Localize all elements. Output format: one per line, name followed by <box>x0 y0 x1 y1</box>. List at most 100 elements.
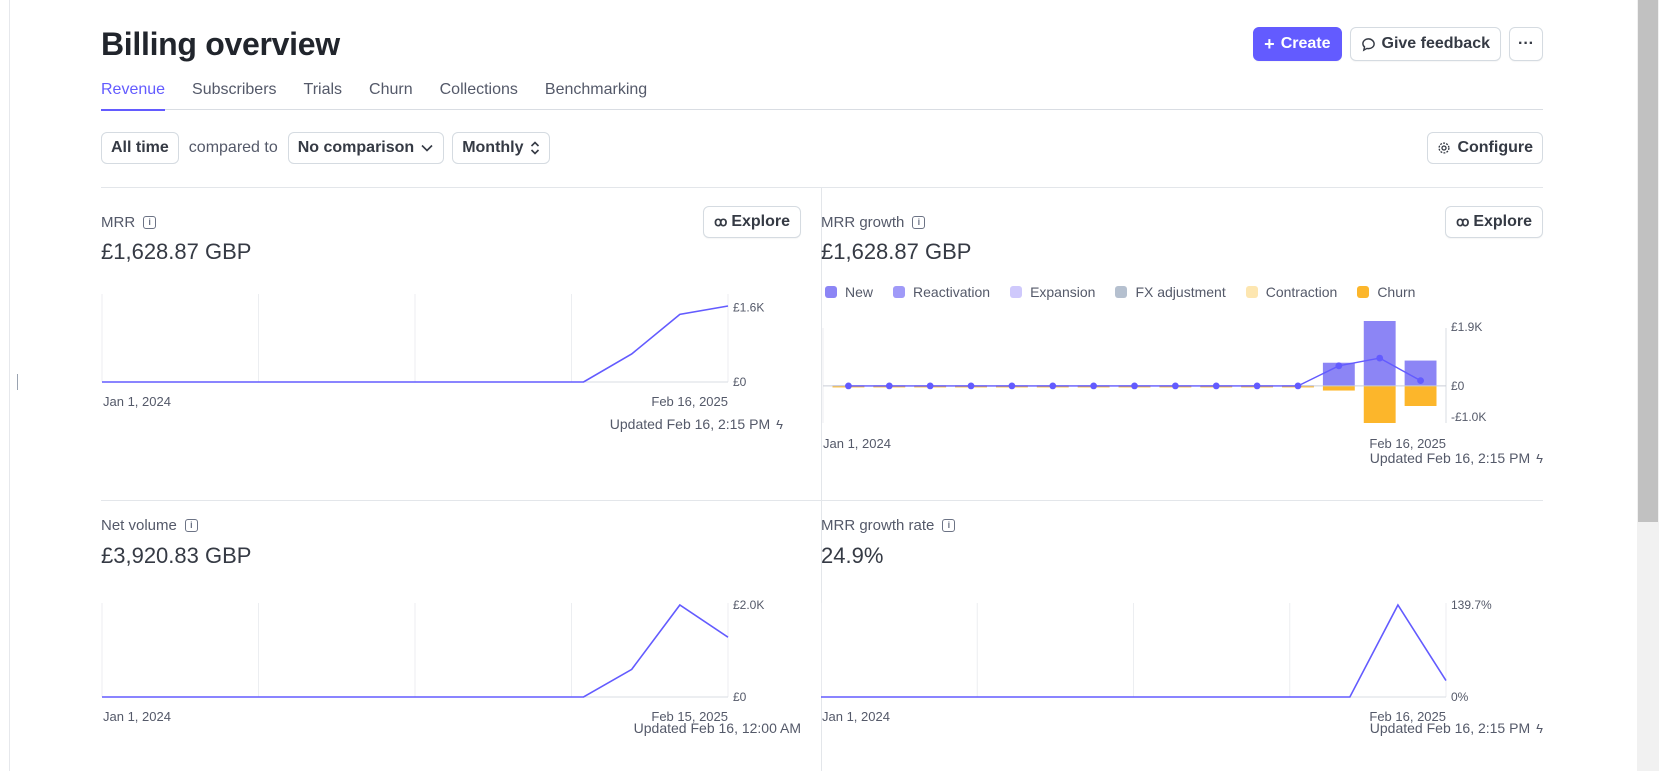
net-volume-card: Net volume i £3,920.83 GBP £2.0K £0 Jan 1,… <box>101 501 801 771</box>
updated-text: Updated Feb 16, 12:00 AM <box>633 720 801 736</box>
updated-timestamp: Updated Feb 16, 12:00 AM <box>634 720 801 736</box>
mrr-chart: £1.6K £0 Jan 1, 2024 Feb 16, 2025 <box>101 294 764 409</box>
page-title: Billing overview <box>101 26 340 62</box>
updated-text: Updated Feb 16, 2:15 PM <box>1369 450 1531 466</box>
updated-timestamp: Updated Feb 16, 2:15 PM ϟ <box>1370 720 1543 736</box>
info-icon[interactable]: i <box>912 216 926 229</box>
legend-item-reactivation[interactable]: Reactivation <box>893 284 990 300</box>
card-header: MRR growth i <box>821 214 926 231</box>
tab-trials[interactable]: Trials <box>303 81 343 98</box>
net-point <box>1008 382 1016 390</box>
mrr-growth-rate-chart: 139.7% 0% Jan 1, 2024 Feb 16, 2025 <box>821 598 1492 724</box>
net-point <box>1131 382 1138 390</box>
gear-icon <box>1438 142 1451 154</box>
net-point <box>1417 377 1424 385</box>
tab-churn[interactable]: Churn <box>369 81 413 98</box>
card-header: MRR i <box>101 214 157 231</box>
legend-item-new[interactable]: New <box>825 284 873 300</box>
updated-timestamp: Updated Feb 16, 2:15 PM ϟ <box>610 416 783 432</box>
mrr-growth-card: MRR growth i £1,628.87 GBP ꝏ Explore New… <box>821 188 1543 488</box>
tab-revenue[interactable]: Revenue <box>101 79 166 111</box>
legend-label: FX adjustment <box>1135 284 1226 300</box>
date-range-label: All time <box>111 139 169 156</box>
x-tick-label: Feb 16, 2025 <box>1369 709 1446 724</box>
legend-swatch <box>1010 286 1023 298</box>
chevron-down-icon <box>421 144 433 152</box>
legend-item-expansion[interactable]: Expansion <box>1010 284 1095 300</box>
y-tick-label: -£1.0K <box>1451 410 1486 424</box>
legend-item-churn[interactable]: Churn <box>1357 284 1415 300</box>
y-tick-label: £1.6K <box>733 300 764 314</box>
binoculars-icon: ꝏ <box>1456 214 1469 229</box>
legend-label: Reactivation <box>913 284 991 300</box>
tab-subscribers[interactable]: Subscribers <box>192 81 277 98</box>
net-point <box>1335 362 1343 370</box>
date-range-button[interactable]: All time <box>101 132 179 164</box>
updated-text: Updated Feb 16, 2:15 PM <box>1369 720 1531 736</box>
legend-item-contraction[interactable]: Contraction <box>1245 284 1338 300</box>
series-line <box>821 603 1447 698</box>
series-line <box>102 305 729 383</box>
card-value: 24.9% <box>821 543 884 568</box>
grid-divider-top <box>101 187 1543 188</box>
updated-text: Updated Feb 16, 2:15 PM <box>609 416 771 432</box>
explore-label: Explore <box>731 213 790 230</box>
billing-overview-page: Billing overview + Create Give feedback … <box>101 0 1543 771</box>
legend-swatch <box>825 286 837 298</box>
bar-churn <box>1363 385 1396 423</box>
scrollbar[interactable] <box>1637 0 1659 771</box>
y-tick-label: £2.0K <box>733 598 764 612</box>
explore-button[interactable]: ꝏ Explore <box>703 206 801 238</box>
binoculars-icon: ꝏ <box>714 214 727 229</box>
x-tick-label: Feb 16, 2025 <box>651 394 728 409</box>
legend-item-fx-adjustment[interactable]: FX adjustment <box>1115 284 1226 300</box>
x-tick-label: Jan 1, 2024 <box>822 709 890 724</box>
legend-label: Expansion <box>1030 284 1096 300</box>
updated-timestamp: Updated Feb 16, 2:15 PM ϟ <box>1370 450 1543 466</box>
configure-button[interactable]: Configure <box>1427 132 1543 164</box>
net-point <box>1090 382 1098 390</box>
net-point <box>926 382 934 390</box>
net-point <box>1212 382 1220 390</box>
info-icon[interactable]: i <box>143 216 157 229</box>
y-tick-label: £0 <box>733 690 747 704</box>
net-point <box>1376 354 1384 362</box>
interval-select[interactable]: Monthly <box>452 132 550 164</box>
create-button[interactable]: + Create <box>1253 27 1342 61</box>
net-point <box>885 382 893 390</box>
info-icon[interactable]: i <box>942 519 956 532</box>
explore-button[interactable]: ꝏ Explore <box>1445 206 1543 238</box>
text-cursor <box>17 374 18 390</box>
tab-collections[interactable]: Collections <box>439 81 518 98</box>
x-tick-label: Jan 1, 2024 <box>103 394 171 409</box>
y-tick-label: £1.9K <box>1451 320 1482 334</box>
net-point <box>845 382 852 390</box>
more-options-button[interactable]: ··· <box>1509 27 1543 61</box>
scrollbar-thumb[interactable] <box>1638 0 1658 522</box>
info-icon[interactable]: i <box>184 519 198 532</box>
card-title: MRR growth <box>821 214 905 231</box>
give-feedback-button[interactable]: Give feedback <box>1349 27 1501 61</box>
interval-label: Monthly <box>462 139 524 156</box>
legend-label: New <box>845 284 874 300</box>
left-panel-border <box>9 0 10 771</box>
comparison-select[interactable]: No comparison <box>287 132 445 164</box>
net-volume-chart: £2.0K £0 Jan 1, 2024 Feb 15, 2025 <box>101 598 764 724</box>
net-point <box>1253 382 1261 390</box>
card-header: Net volume i <box>101 517 198 534</box>
legend-label: Contraction <box>1265 284 1338 300</box>
y-tick-label: 0% <box>1451 690 1469 704</box>
mrr-growth-chart: £1.9K £0 -£1.0K Jan 1, 2024 Feb 16, 2025 <box>822 320 1486 451</box>
plus-icon: + <box>1264 34 1275 54</box>
bar-new <box>1322 362 1355 386</box>
x-tick-label: Feb 16, 2025 <box>1369 436 1446 451</box>
tab-benchmarking[interactable]: Benchmarking <box>544 81 648 98</box>
card-value: £1,628.87 GBP <box>821 239 972 264</box>
series-line <box>102 603 729 698</box>
give-feedback-label: Give feedback <box>1381 35 1491 52</box>
x-tick-label: Jan 1, 2024 <box>823 436 891 451</box>
create-button-label: Create <box>1280 35 1331 52</box>
lightning-icon: ϟ <box>1536 450 1543 466</box>
legend-swatch <box>1115 286 1128 298</box>
y-tick-label: 139.7% <box>1451 598 1492 612</box>
